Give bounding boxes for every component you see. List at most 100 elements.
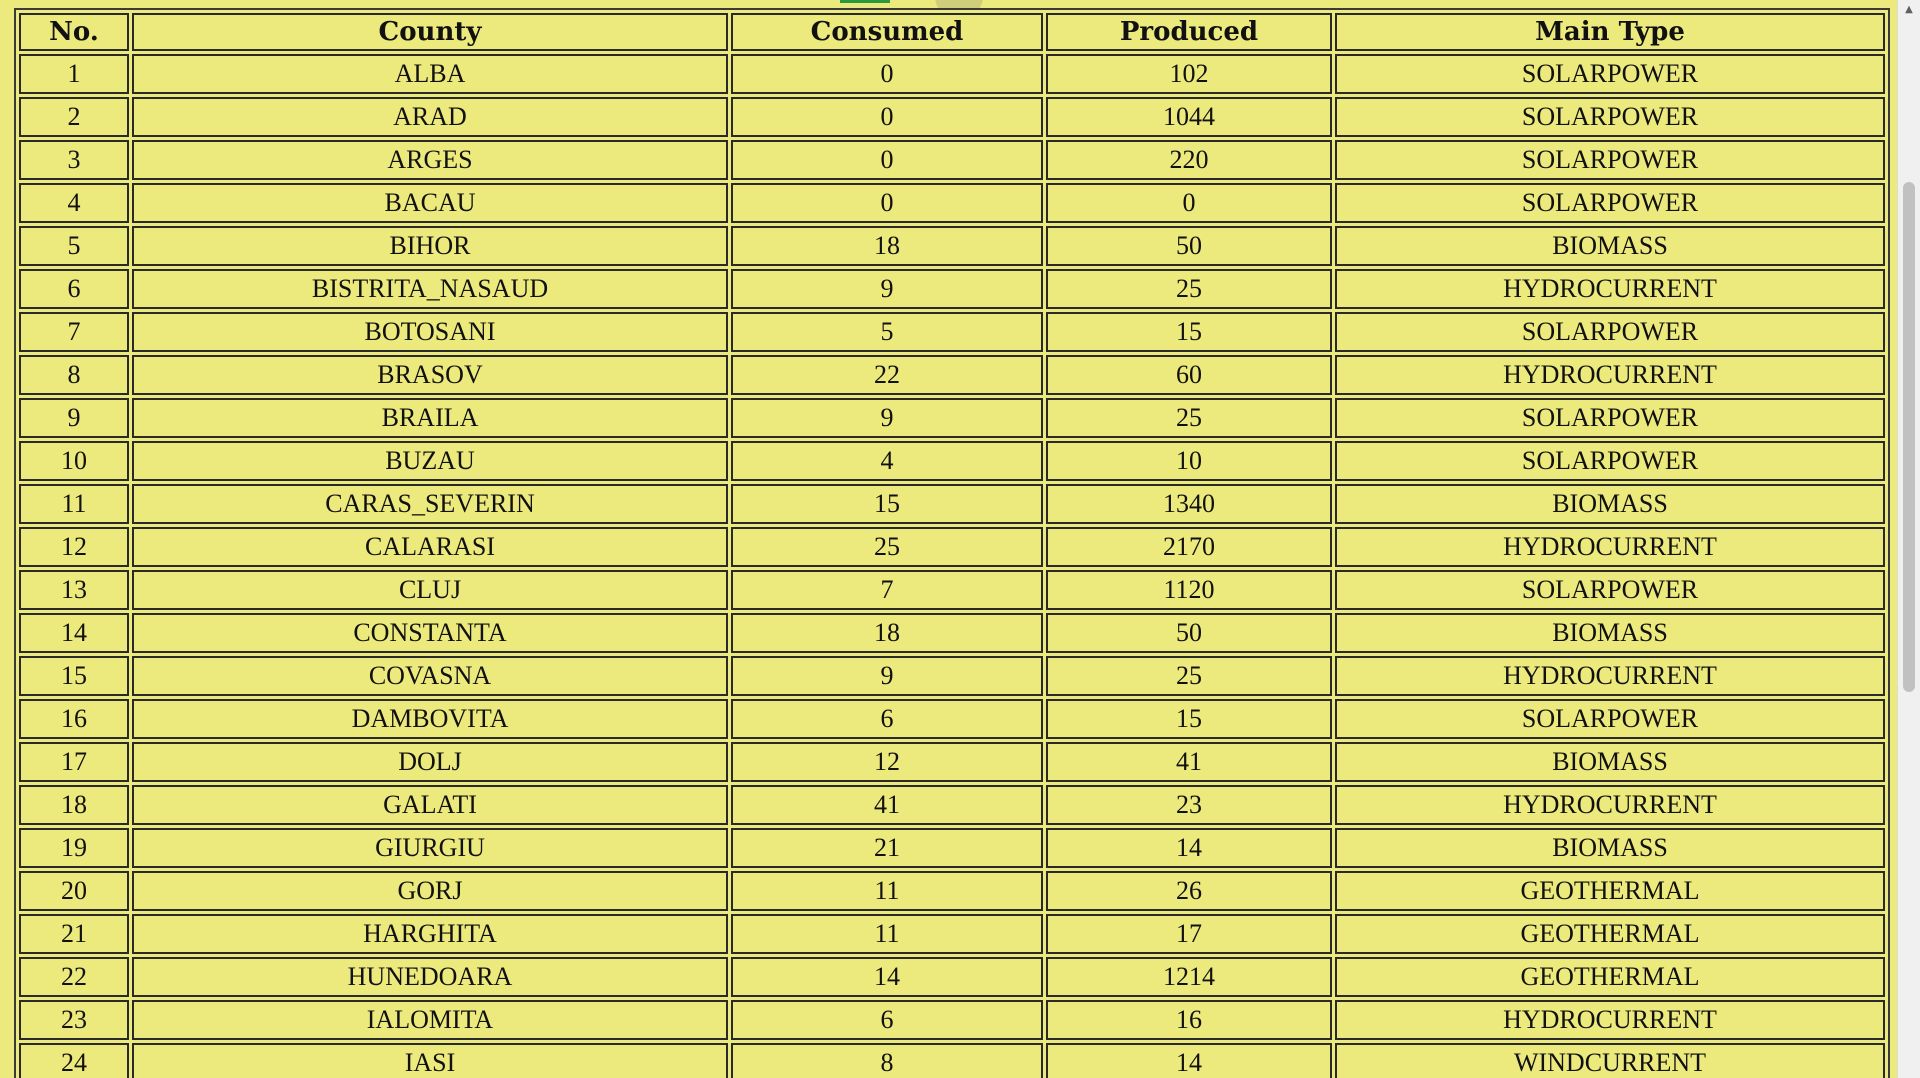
cell-produced: 0 — [1046, 183, 1332, 223]
cell-no: 7 — [19, 312, 129, 352]
cell-produced: 10 — [1046, 441, 1332, 481]
cell-main-type: BIOMASS — [1335, 828, 1885, 868]
table-row: 2 ARAD 0 1044 SOLARPOWER — [19, 97, 1885, 137]
cell-consumed: 0 — [731, 183, 1043, 223]
partial-green-element — [840, 0, 890, 3]
cell-county: BOTOSANI — [132, 312, 728, 352]
cell-produced: 1214 — [1046, 957, 1332, 997]
cell-produced: 25 — [1046, 398, 1332, 438]
cell-county: BACAU — [132, 183, 728, 223]
table-row: 8 BRASOV 22 60 HYDROCURRENT — [19, 355, 1885, 395]
cell-produced: 14 — [1046, 1043, 1332, 1078]
cell-no: 6 — [19, 269, 129, 309]
cell-consumed: 9 — [731, 398, 1043, 438]
cell-county: HUNEDOARA — [132, 957, 728, 997]
table-row: 1 ALBA 0 102 SOLARPOWER — [19, 54, 1885, 94]
cell-no: 10 — [19, 441, 129, 481]
vertical-scrollbar[interactable]: ▲ — [1897, 0, 1920, 1078]
cell-main-type: HYDROCURRENT — [1335, 785, 1885, 825]
cell-county: CLUJ — [132, 570, 728, 610]
cell-produced: 1044 — [1046, 97, 1332, 137]
cell-county: COVASNA — [132, 656, 728, 696]
table-row: 19 GIURGIU 21 14 BIOMASS — [19, 828, 1885, 868]
cell-main-type: SOLARPOWER — [1335, 699, 1885, 739]
cell-no: 18 — [19, 785, 129, 825]
cell-produced: 50 — [1046, 226, 1332, 266]
table-row: 18 GALATI 41 23 HYDROCURRENT — [19, 785, 1885, 825]
cell-county: DOLJ — [132, 742, 728, 782]
cell-produced: 16 — [1046, 1000, 1332, 1040]
cell-main-type: HYDROCURRENT — [1335, 656, 1885, 696]
cell-consumed: 12 — [731, 742, 1043, 782]
cell-no: 13 — [19, 570, 129, 610]
cell-produced: 17 — [1046, 914, 1332, 954]
cell-main-type: GEOTHERMAL — [1335, 957, 1885, 997]
cell-main-type: BIOMASS — [1335, 613, 1885, 653]
cell-no: 1 — [19, 54, 129, 94]
cell-produced: 220 — [1046, 140, 1332, 180]
cell-main-type: BIOMASS — [1335, 742, 1885, 782]
cell-no: 19 — [19, 828, 129, 868]
cell-county: HARGHITA — [132, 914, 728, 954]
cell-produced: 25 — [1046, 656, 1332, 696]
cell-county: CARAS_SEVERIN — [132, 484, 728, 524]
scrollbar-thumb[interactable] — [1903, 182, 1915, 692]
header-county: County — [132, 13, 728, 51]
cell-consumed: 0 — [731, 97, 1043, 137]
table-row: 6 BISTRITA_NASAUD 9 25 HYDROCURRENT — [19, 269, 1885, 309]
cell-no: 5 — [19, 226, 129, 266]
cell-consumed: 7 — [731, 570, 1043, 610]
cell-county: GORJ — [132, 871, 728, 911]
scroll-up-arrow-icon[interactable]: ▲ — [1905, 4, 1913, 15]
table-row: 5 BIHOR 18 50 BIOMASS — [19, 226, 1885, 266]
cell-main-type: SOLARPOWER — [1335, 97, 1885, 137]
cell-no: 22 — [19, 957, 129, 997]
cell-county: BRASOV — [132, 355, 728, 395]
cell-consumed: 4 — [731, 441, 1043, 481]
table-row: 21 HARGHITA 11 17 GEOTHERMAL — [19, 914, 1885, 954]
cell-county: CONSTANTA — [132, 613, 728, 653]
cell-no: 15 — [19, 656, 129, 696]
cell-main-type: GEOTHERMAL — [1335, 871, 1885, 911]
cell-no: 16 — [19, 699, 129, 739]
cell-consumed: 11 — [731, 871, 1043, 911]
cell-main-type: BIOMASS — [1335, 226, 1885, 266]
cell-no: 17 — [19, 742, 129, 782]
cell-county: GIURGIU — [132, 828, 728, 868]
cell-county: ARAD — [132, 97, 728, 137]
cell-produced: 50 — [1046, 613, 1332, 653]
table-row: 24 IASI 8 14 WINDCURRENT — [19, 1043, 1885, 1078]
header-consumed: Consumed — [731, 13, 1043, 51]
cell-consumed: 11 — [731, 914, 1043, 954]
cell-county: GALATI — [132, 785, 728, 825]
cell-consumed: 14 — [731, 957, 1043, 997]
cell-main-type: SOLARPOWER — [1335, 441, 1885, 481]
cell-produced: 41 — [1046, 742, 1332, 782]
table-row: 9 BRAILA 9 25 SOLARPOWER — [19, 398, 1885, 438]
table-body: 1 ALBA 0 102 SOLARPOWER 2 ARAD 0 1044 SOLARPOWER 3… — [19, 54, 1885, 1078]
cell-no: 4 — [19, 183, 129, 223]
cell-produced: 26 — [1046, 871, 1332, 911]
cell-consumed: 5 — [731, 312, 1043, 352]
cell-no: 12 — [19, 527, 129, 567]
cell-consumed: 15 — [731, 484, 1043, 524]
table-row: 15 COVASNA 9 25 HYDROCURRENT — [19, 656, 1885, 696]
cell-consumed: 21 — [731, 828, 1043, 868]
header-main-type: Main Type — [1335, 13, 1885, 51]
cell-county: ALBA — [132, 54, 728, 94]
table-row: 14 CONSTANTA 18 50 BIOMASS — [19, 613, 1885, 653]
table-row: 12 CALARASI 25 2170 HYDROCURRENT — [19, 527, 1885, 567]
cell-produced: 15 — [1046, 312, 1332, 352]
cell-main-type: SOLARPOWER — [1335, 140, 1885, 180]
cell-main-type: SOLARPOWER — [1335, 312, 1885, 352]
cell-main-type: SOLARPOWER — [1335, 570, 1885, 610]
cell-main-type: WINDCURRENT — [1335, 1043, 1885, 1078]
cell-no: 20 — [19, 871, 129, 911]
table-row: 17 DOLJ 12 41 BIOMASS — [19, 742, 1885, 782]
cell-consumed: 0 — [731, 54, 1043, 94]
cell-county: DAMBOVITA — [132, 699, 728, 739]
cell-county: IASI — [132, 1043, 728, 1078]
cell-no: 3 — [19, 140, 129, 180]
table-row: 11 CARAS_SEVERIN 15 1340 BIOMASS — [19, 484, 1885, 524]
